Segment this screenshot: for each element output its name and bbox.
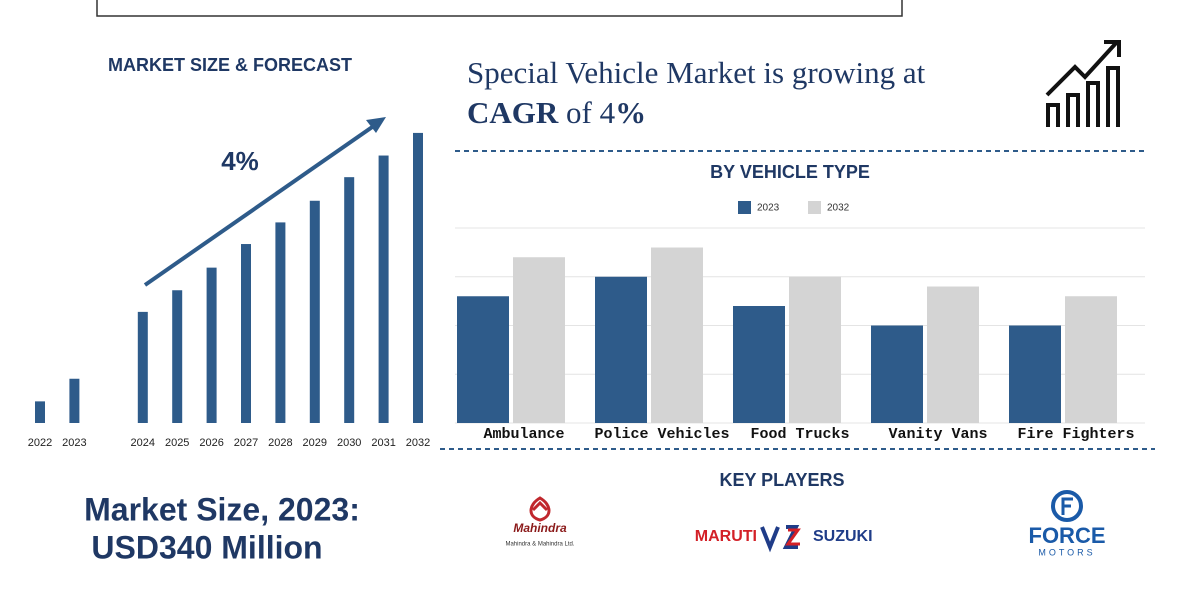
growth-icon	[1045, 40, 1121, 127]
bar	[137, 311, 148, 423]
cagr-annotation: 4%	[221, 146, 259, 176]
x-tick-label: 2024	[131, 437, 155, 449]
cagr-pct: %	[615, 95, 646, 130]
top-box	[96, 0, 903, 17]
x-tick-label: 2023	[62, 437, 86, 449]
x-tick-label: Police Vehicles	[594, 426, 729, 443]
maruti-name: MARUTI	[695, 528, 757, 545]
x-tick-label: 2027	[234, 437, 258, 449]
x-tick-label: Ambulance	[483, 426, 564, 443]
x-tick-label: 2030	[337, 437, 361, 449]
headline: Special Vehicle Market is growing at	[467, 55, 926, 90]
force-sub: MOTORS	[1038, 547, 1095, 557]
market-size: Market Size, 2023:	[84, 491, 360, 527]
bar	[1065, 296, 1117, 423]
market-size-value: USD340 Million	[91, 529, 322, 565]
bar	[172, 290, 183, 423]
x-tick-label: 2032	[406, 437, 430, 449]
suzuki-logo	[785, 528, 801, 546]
legend-swatch	[808, 201, 821, 214]
bar	[35, 401, 45, 423]
bar	[1009, 325, 1061, 423]
bar	[275, 222, 286, 423]
bar	[457, 296, 509, 423]
mahindra-sub: Mahindra & Mahindra Ltd.	[505, 542, 574, 548]
headline-cagr: CAGR of 4%	[467, 95, 646, 130]
suzuki-name: SUZUKI	[813, 528, 873, 545]
bar	[413, 132, 423, 423]
bar	[206, 267, 217, 423]
right-title: BY VEHICLE TYPE	[710, 162, 870, 182]
bar	[595, 276, 647, 423]
legend-label: 2032	[827, 203, 850, 214]
bar	[513, 257, 565, 423]
bar	[344, 177, 355, 423]
bar	[241, 244, 251, 423]
bar	[378, 155, 389, 424]
bar	[733, 306, 785, 423]
left-title: MARKET SIZE & FORECAST	[108, 55, 352, 75]
bar	[871, 325, 923, 423]
arrow-head	[366, 117, 386, 133]
bar	[789, 276, 841, 423]
x-tick-label: Food Trucks	[750, 426, 849, 443]
bar	[69, 378, 80, 423]
force-logo-f	[1061, 497, 1073, 515]
bar	[927, 286, 979, 423]
cagr-value: of 4	[566, 95, 616, 130]
x-tick-label: 2025	[165, 437, 189, 449]
key-players-title: KEY PLAYERS	[719, 470, 844, 490]
maruti-logo	[760, 525, 800, 553]
growth-arrow	[143, 121, 380, 287]
x-tick-label: Fire Fighters	[1017, 426, 1134, 443]
legend-label: 2023	[757, 203, 780, 214]
bar	[651, 247, 703, 423]
force-name: FORCE	[1029, 523, 1106, 548]
x-tick-label: Vanity Vans	[888, 426, 987, 443]
x-tick-label: 2026	[199, 437, 223, 449]
mahindra-name: Mahindra	[513, 521, 567, 535]
cagr-word: CAGR	[467, 95, 559, 130]
force-logo	[1051, 490, 1083, 522]
x-tick-label: 2028	[268, 437, 292, 449]
x-tick-label: 2031	[371, 437, 395, 449]
x-tick-label: 2022	[28, 437, 52, 449]
bar	[309, 200, 320, 423]
x-tick-label: 2029	[303, 437, 327, 449]
legend-swatch	[738, 201, 751, 214]
mahindra-logo	[529, 496, 551, 522]
